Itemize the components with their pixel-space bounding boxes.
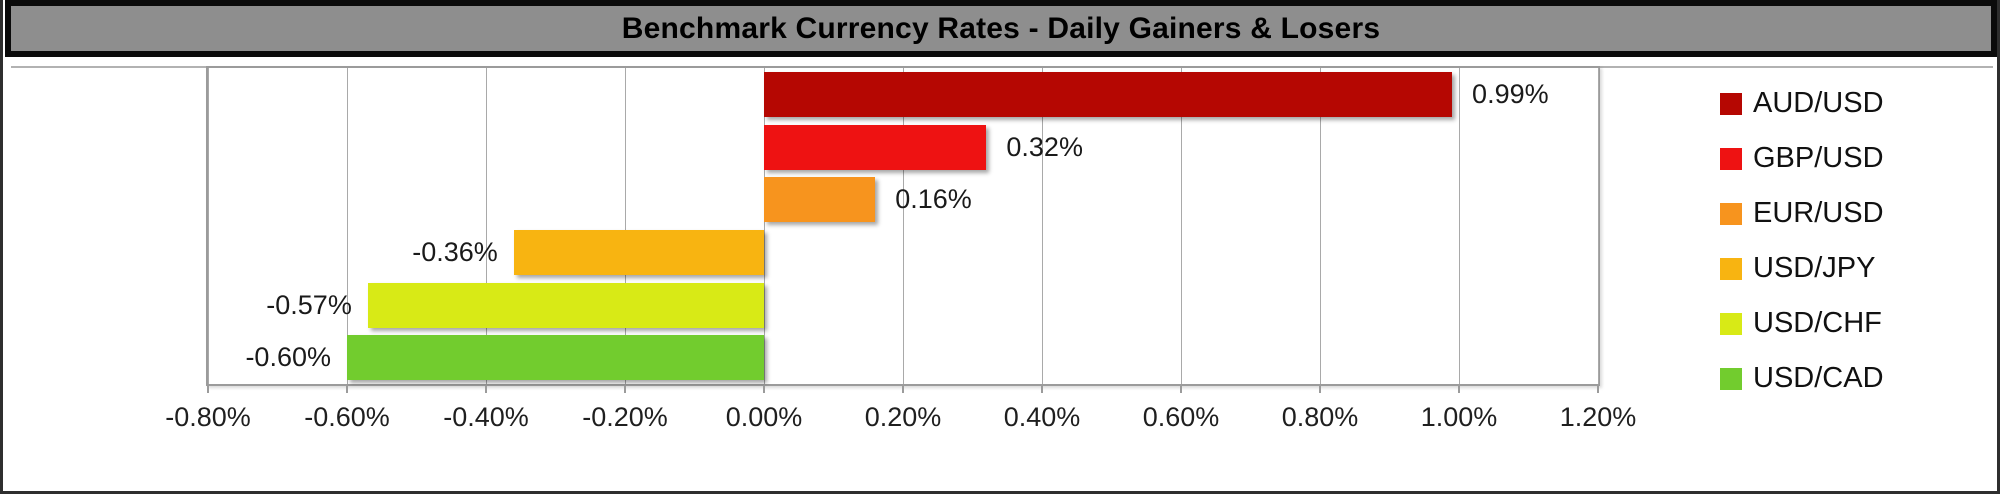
gridline [763,68,765,384]
gridline [1319,68,1321,384]
bar-aud-usd [764,71,1453,117]
gridline [1597,68,1599,384]
bar-value-label: 0.16% [895,184,972,215]
legend-label: GBP/USD [1753,142,1884,174]
x-tick-label: -0.60% [304,402,390,432]
axis-tick [1458,386,1460,393]
bar-value-label: 0.32% [1006,131,1083,162]
legend-item-eur-usd: EUR/USD [1720,186,1990,241]
legend-item-usd-cad: USD/CAD [1720,351,1990,406]
gridline [1180,68,1182,384]
legend-label: EUR/USD [1753,197,1884,229]
x-tick-label: 1.20% [1559,402,1637,432]
bar-usd-jpy [513,229,764,275]
gridline [624,68,626,384]
legend-swatch [1720,257,1742,280]
legend-label: USD/CAD [1753,362,1884,394]
legend-label: AUD/USD [1753,87,1884,119]
bar-gbp-usd [764,124,987,170]
x-tick-label: 0.00% [725,402,803,432]
axis-tick [207,386,209,393]
axis-tick [1180,386,1182,393]
legend-item-gbp-usd: GBP/USD [1720,131,1990,186]
legend-swatch [1720,367,1742,390]
legend-item-aud-usd: AUD/USD [1720,76,1990,131]
x-tick-label: 0.80% [1281,402,1359,432]
axis-tick [763,386,765,393]
axis-tick [1319,386,1321,393]
legend-label: USD/CHF [1753,307,1882,339]
plot-area: 0.99% 0.32% 0.16% -0.36% -0.57% -0.60% [206,66,1600,386]
gridline [1041,68,1043,384]
gridline [1458,68,1460,384]
bar-eur-usd [764,177,876,223]
bar-value-label: 0.99% [1472,78,1549,109]
legend: AUD/USD GBP/USD EUR/USD USD/JPY USD/CHF USD/C… [1720,76,1990,406]
gridline [346,68,348,384]
legend-item-usd-jpy: USD/JPY [1720,241,1990,296]
axis-tick [624,386,626,393]
legend-swatch [1720,202,1742,225]
bar-usd-chf [367,282,764,328]
x-tick-label: 0.60% [1142,402,1220,432]
x-tick-label: -0.40% [443,402,529,432]
axis-tick [346,386,348,393]
axis-tick [1597,386,1599,393]
gridline [207,68,209,384]
x-tick-label: -0.20% [582,402,668,432]
legend-swatch [1720,92,1742,115]
x-tick-label: -0.80% [165,402,251,432]
axis-tick [902,386,904,393]
legend-label: USD/JPY [1753,252,1876,284]
legend-swatch [1720,312,1742,335]
bar-value-label: -0.60% [245,342,331,373]
axis-tick [485,386,487,393]
x-tick-label: 0.40% [1003,402,1081,432]
chart-title: Benchmark Currency Rates - Daily Gainers… [621,11,1381,45]
x-tick-label: 1.00% [1420,402,1498,432]
gridline [902,68,904,384]
x-tick-label: 0.20% [864,402,942,432]
legend-item-usd-chf: USD/CHF [1720,296,1990,351]
chart-title-bar: Benchmark Currency Rates - Daily Gainers… [5,0,1997,57]
bar-value-label: -0.57% [266,289,352,320]
gridline [485,68,487,384]
axis-tick [1041,386,1043,393]
bar-usd-cad [347,335,764,381]
legend-swatch [1720,147,1742,170]
bar-value-label: -0.36% [412,236,498,267]
